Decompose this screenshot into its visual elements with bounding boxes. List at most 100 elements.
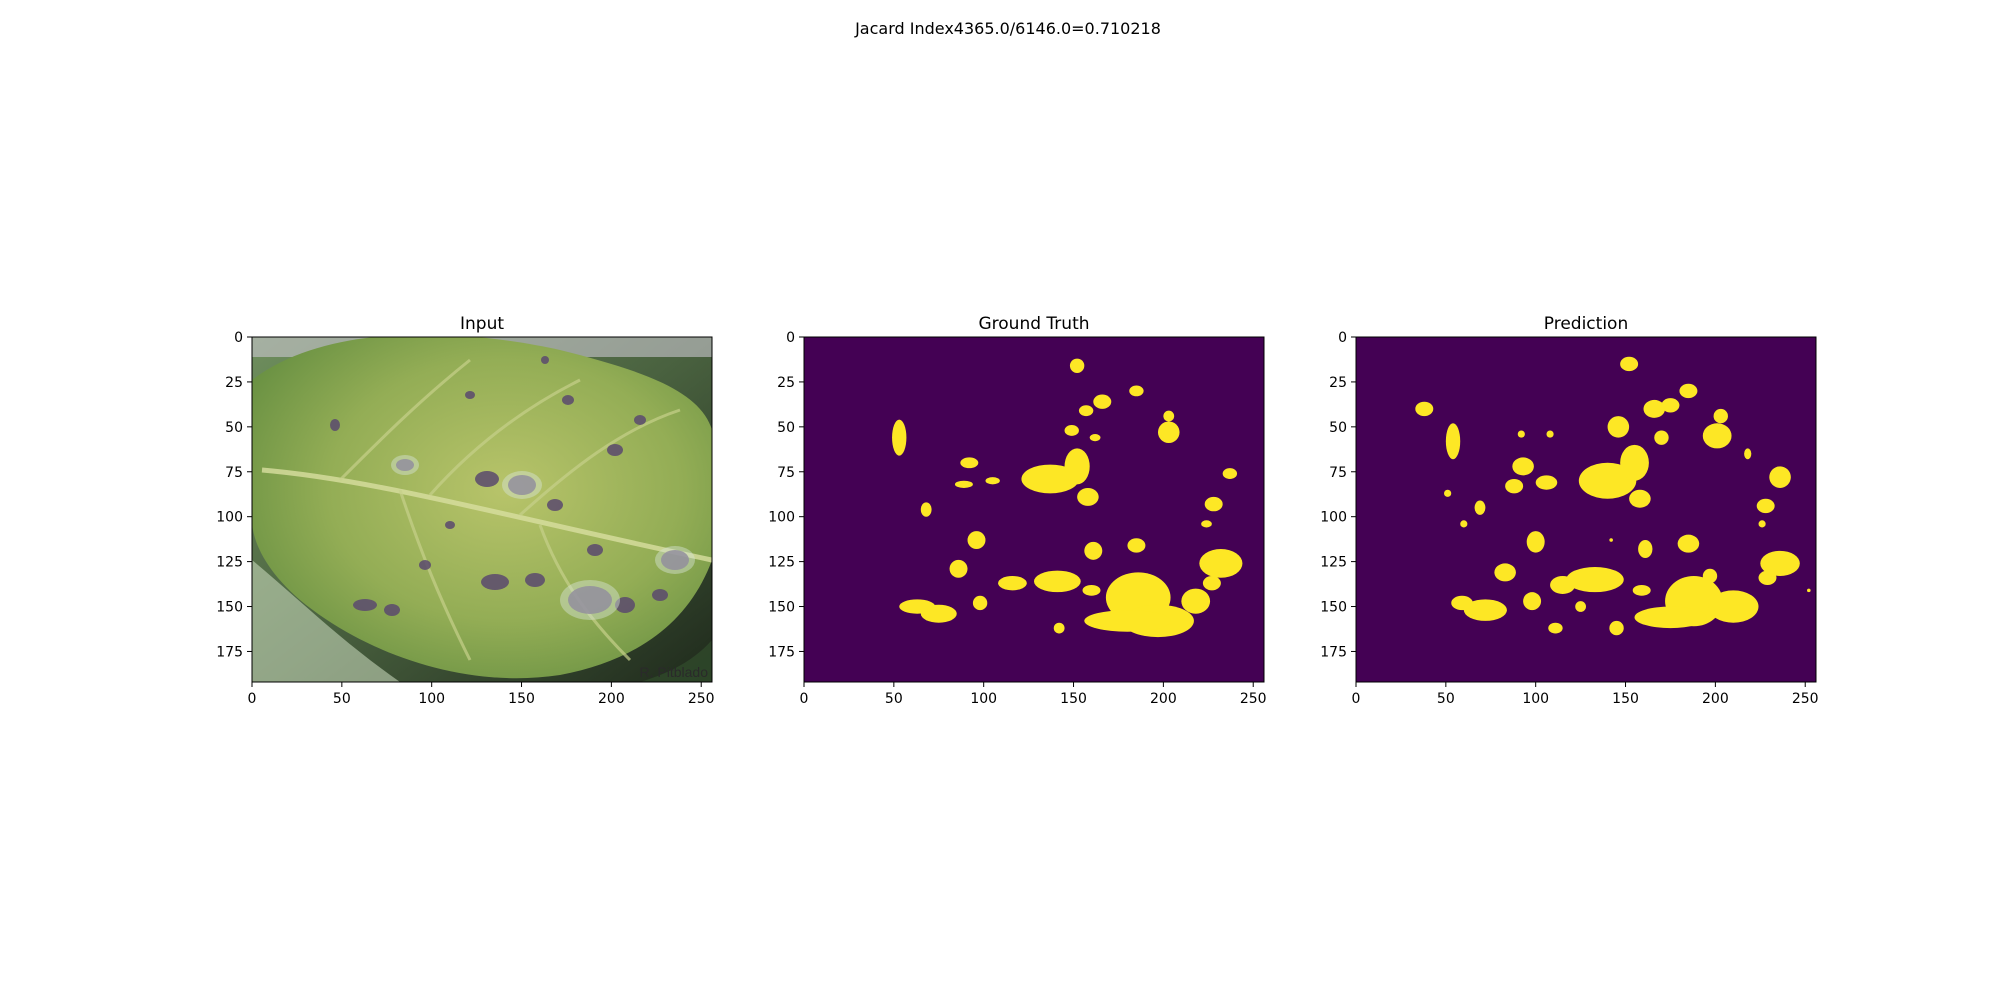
panel-title-input: Input: [460, 314, 504, 334]
y-tick-label: 150: [768, 600, 795, 616]
mask-region: [1505, 478, 1524, 494]
x-tick-label: 0: [248, 691, 257, 707]
y-tick-label: 75: [777, 465, 795, 481]
mask-region: [1566, 567, 1624, 593]
panel-title-prediction: Prediction: [1544, 314, 1628, 334]
lesion: [465, 391, 475, 399]
mask-region: [1089, 434, 1101, 442]
mask-region: [1181, 588, 1211, 614]
panel-ground-truth: Ground Truth 0 50 100 150 200 250 0 25 50 75 100 12…: [768, 314, 1266, 707]
mask-region: [949, 559, 968, 578]
mask-region: [1157, 421, 1180, 444]
lesion-halo: [560, 580, 620, 620]
x-tick-label: 150: [508, 691, 535, 707]
mask-prediction: [1356, 337, 1816, 682]
y-tick-label: 0: [1338, 330, 1347, 346]
mask-region: [1204, 496, 1223, 512]
leaf-vein-1: [338, 358, 471, 482]
y-tick-label: 75: [225, 465, 243, 481]
y-tick-label: 125: [1320, 555, 1347, 571]
mask-ground-truth: [804, 337, 1264, 682]
mask-region: [1474, 500, 1486, 515]
mask-region: [1679, 383, 1698, 399]
lesion: [587, 544, 603, 556]
lesion: [475, 471, 499, 487]
mask-region: [1744, 448, 1752, 460]
mask-region: [1093, 394, 1112, 409]
x-tick-label: 50: [885, 691, 903, 707]
mask-region: [1756, 498, 1775, 514]
mask-region: [1082, 584, 1101, 596]
lesion: [634, 415, 646, 425]
lesion: [661, 550, 689, 570]
mask-region: [1129, 385, 1144, 397]
y-tick-label: 175: [216, 644, 243, 660]
y-tick-label: 175: [768, 644, 795, 660]
mask-region: [1460, 520, 1468, 528]
mask-region: [1053, 622, 1065, 634]
mask-regions-ground-truth: [892, 358, 1243, 638]
mask-region: [1523, 592, 1542, 611]
leaf-midrib: [261, 467, 712, 563]
lesion: [445, 521, 455, 529]
lesion: [419, 560, 431, 570]
lesion: [396, 459, 414, 471]
mask-region: [1702, 423, 1732, 449]
mask-region: [1535, 475, 1558, 490]
lesion: [481, 574, 509, 590]
mask-region: [1620, 356, 1639, 372]
mask-region: [1638, 540, 1653, 559]
mask-region: [998, 575, 1027, 591]
mask-region: [1708, 590, 1759, 623]
mask-region: [1607, 416, 1630, 438]
x-tick-label: 150: [1612, 691, 1639, 707]
x-tick-label: 100: [1522, 691, 1549, 707]
mask-region: [1199, 549, 1243, 578]
mask-region: [1609, 538, 1613, 542]
y-tick-label: 0: [234, 330, 243, 346]
mask-region: [1201, 520, 1212, 528]
lesion: [384, 604, 400, 616]
mask-region: [1609, 620, 1624, 636]
mask-region: [1444, 489, 1452, 497]
x-tick-label: 100: [418, 691, 445, 707]
y-tick-label: 150: [216, 600, 243, 616]
mask-background: [1356, 337, 1816, 682]
leaf-right-shade: [640, 640, 712, 682]
mask-region: [1677, 534, 1700, 553]
mask-region: [1451, 595, 1473, 611]
x-tick-label: 250: [1240, 691, 1267, 707]
y-tick-label: 125: [768, 555, 795, 571]
y-tick-label: 100: [1320, 510, 1347, 526]
lesion: [353, 599, 377, 611]
lesion: [652, 589, 668, 601]
x-tick-label: 200: [598, 691, 625, 707]
mask-region: [1034, 570, 1081, 593]
mask-region: [1575, 601, 1586, 612]
x-tick-label: 0: [1352, 691, 1361, 707]
mask-region: [954, 480, 973, 488]
y-tick-label: 125: [216, 555, 243, 571]
leaf-lower-shade: [252, 560, 400, 682]
mask-region: [972, 595, 988, 611]
x-tick-label: 100: [970, 691, 997, 707]
mask-region: [1760, 550, 1800, 576]
lesion-halo: [391, 455, 419, 475]
lesion: [330, 419, 340, 431]
y-tick-label: 50: [225, 420, 243, 436]
axes-frame-ground-truth: [803, 336, 1265, 683]
mask-region: [1629, 489, 1651, 508]
figure-suptitle: Jacard Index4365.0/6146.0=0.710218: [854, 19, 1161, 38]
mask-region: [920, 604, 957, 623]
mask-region: [1445, 423, 1461, 460]
mask-region: [967, 531, 986, 550]
mask-region: [1620, 444, 1649, 481]
leaf-vein-4: [398, 489, 472, 661]
x-tick-label: 250: [1792, 691, 1819, 707]
mask-region: [1632, 584, 1651, 596]
y-tick-label: 150: [1320, 600, 1347, 616]
lesion: [568, 586, 612, 614]
axis-ticks-prediction: 0 50 100 150 200 250 0 25 50 75 100 125 150 175: [1320, 330, 1818, 707]
mask-region: [1713, 408, 1728, 424]
